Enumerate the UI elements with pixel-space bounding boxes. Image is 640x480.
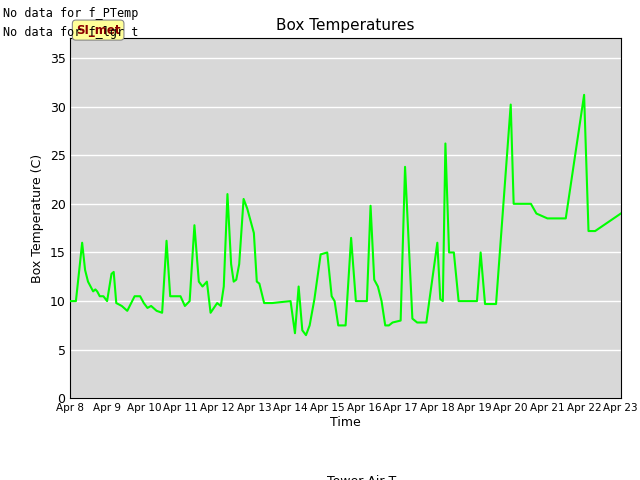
Text: SI_met: SI_met [76, 24, 120, 36]
Y-axis label: Box Temperature (C): Box Temperature (C) [31, 154, 44, 283]
Text: No data for f_PTemp: No data for f_PTemp [3, 7, 139, 20]
X-axis label: Time: Time [330, 416, 361, 429]
Title: Box Temperatures: Box Temperatures [276, 18, 415, 33]
Text: No data for f_lgr_t: No data for f_lgr_t [3, 26, 139, 39]
Legend: Tower Air T: Tower Air T [291, 470, 401, 480]
